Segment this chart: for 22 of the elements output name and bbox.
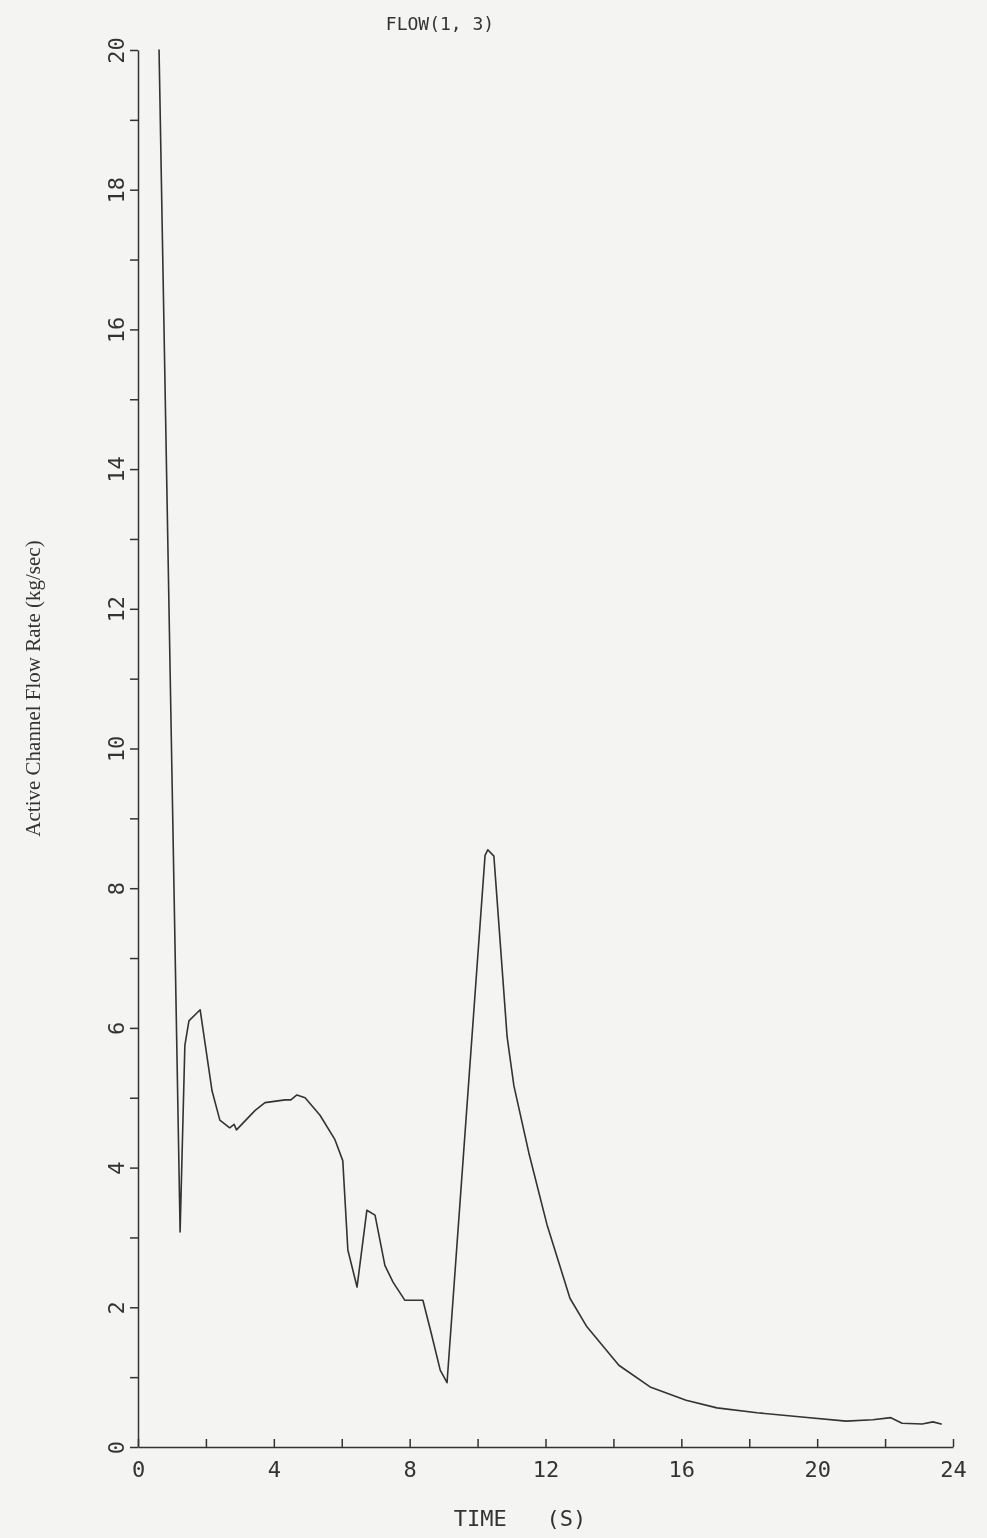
line-series [158, 49, 942, 1425]
y-tick-label: 20 [103, 37, 129, 64]
x-tick-label: 24 [940, 1456, 967, 1482]
x-axis-title: TIME (S) [453, 1506, 587, 1531]
chart-title: FLOW(1, 3) [385, 13, 495, 34]
y-tick-label: 2 [103, 1301, 129, 1315]
x-tick-label: 0 [131, 1456, 146, 1482]
x-tick-label: 12 [532, 1456, 560, 1482]
x-tick-label: 20 [804, 1456, 831, 1482]
y-tick-label: 16 [103, 316, 129, 344]
x-tick-label: 8 [403, 1456, 417, 1482]
y-axis-title: Active Channel Flow Rate (kg/sec) [21, 540, 45, 837]
y-tick-label: 8 [103, 882, 129, 896]
y-tick-label: 18 [103, 176, 129, 204]
y-tick-label: 6 [103, 1021, 129, 1036]
y-tick-label: 0 [103, 1440, 129, 1455]
y-tick-label: 4 [103, 1161, 129, 1175]
x-tick-label: 16 [668, 1456, 696, 1482]
x-tick-label: 4 [267, 1456, 281, 1482]
y-tick-label: 12 [103, 596, 129, 623]
y-tick-label: 10 [103, 735, 129, 763]
y-tick-label: 14 [103, 456, 129, 483]
